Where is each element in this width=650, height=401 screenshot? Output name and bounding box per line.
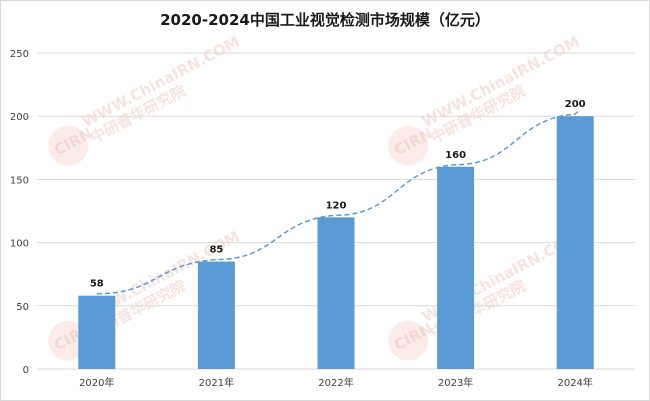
x-tick-label: 2021年: [199, 376, 234, 389]
y-tick-label: 150: [10, 175, 29, 186]
y-tick-label: 200: [10, 112, 29, 123]
y-tick-label: 50: [16, 302, 29, 313]
watermark-logo: [48, 125, 89, 166]
bar: [556, 116, 594, 369]
x-tick-label: 2023年: [438, 376, 473, 389]
labels: 0 50 100 150 200 250 58 2020年 85 2021年 120 2022年 160…: [10, 49, 593, 389]
chart-title: 2020-2024中国工业视觉检测市场规模（亿元）: [160, 11, 490, 29]
data-label: 85: [209, 245, 223, 256]
trendline-path: [96, 109, 580, 295]
watermark-logo: [48, 320, 89, 361]
data-label: 200: [565, 99, 586, 110]
x-tick-label: 2022年: [318, 376, 353, 389]
y-tick-label: 250: [10, 49, 29, 60]
watermark-layer: CIRN中研普华研究院WWW.ChinaIRN.COMCIRN中研普华研究院WW…: [48, 32, 583, 361]
bar: [317, 217, 355, 369]
data-label: 160: [445, 150, 466, 161]
data-label: 58: [90, 279, 104, 290]
bar: [78, 295, 116, 369]
x-tick-label: 2020年: [79, 376, 114, 389]
y-tick-label: 100: [10, 239, 29, 250]
watermark-logo: [388, 125, 429, 166]
x-tick-label: 2024年: [557, 376, 592, 389]
bar: [437, 166, 475, 369]
bars: [78, 116, 594, 369]
data-label: 120: [326, 200, 347, 211]
watermark-logo: [388, 320, 429, 361]
trendline: [96, 109, 580, 295]
bar: [197, 261, 235, 369]
y-tick-label: 0: [23, 365, 29, 376]
